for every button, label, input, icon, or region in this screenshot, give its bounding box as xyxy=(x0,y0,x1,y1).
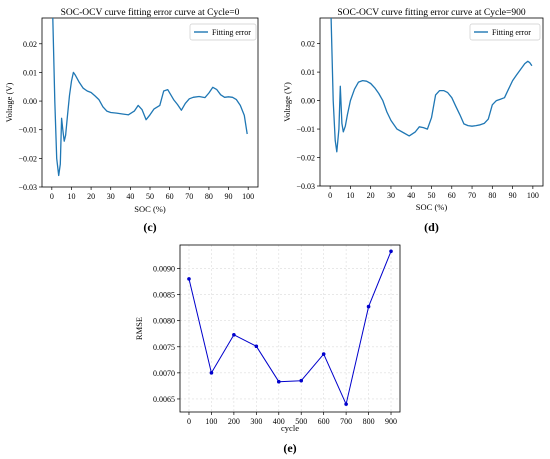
y-tick-label: −0.02 xyxy=(296,154,315,163)
x-tick-label: 700 xyxy=(340,417,352,426)
x-tick-label: 300 xyxy=(250,417,262,426)
y-tick-label: 0.0070 xyxy=(153,369,175,378)
y-tick-label: 0.0090 xyxy=(153,264,175,273)
x-tick-label: 20 xyxy=(367,191,375,200)
x-tick-label: 70 xyxy=(468,191,476,200)
x-tick-label: 90 xyxy=(509,191,517,200)
x-tick-label: 70 xyxy=(185,192,193,201)
y-tick-label: −0.01 xyxy=(18,126,37,135)
x-tick-label: 20 xyxy=(87,192,95,201)
data-point xyxy=(389,249,393,254)
panel-label: (e) xyxy=(283,441,296,455)
x-tick-label: 900 xyxy=(385,417,397,426)
data-point xyxy=(366,304,371,309)
data-point xyxy=(187,277,191,281)
legend-label: Fitting error xyxy=(212,28,251,37)
y-tick-label: 0.01 xyxy=(23,68,37,77)
data-point xyxy=(321,352,326,356)
x-tick-label: 0 xyxy=(187,417,191,426)
data-point xyxy=(276,379,281,384)
plot-frame xyxy=(179,244,401,413)
panel-e: 0 100 200 300 400 500 600 700 800 900 0.0065 0.0070… xyxy=(134,244,401,455)
x-axis-label: SOC (%) xyxy=(416,202,448,212)
x-tick-label: 50 xyxy=(146,192,154,201)
series-line xyxy=(330,18,533,153)
x-tick-label: 40 xyxy=(407,191,415,200)
y-tick-label: 0.00 xyxy=(23,97,37,106)
x-tick-label: 500 xyxy=(295,417,307,426)
x-tick-label: 0 xyxy=(328,191,332,200)
series-line xyxy=(188,251,392,405)
legend-box xyxy=(189,23,257,41)
x-axis-label: cycle xyxy=(281,423,299,433)
x-tick-label: 100 xyxy=(527,191,539,200)
y-tick-label: 0.00 xyxy=(301,97,315,106)
y-tick-label: −0.02 xyxy=(18,154,37,163)
x-tick-label: 50 xyxy=(428,191,436,200)
y-tick-label: 0.01 xyxy=(301,68,315,77)
x-tick-label: 0 xyxy=(50,192,54,201)
data-point xyxy=(232,332,236,337)
y-tick-label: 0.02 xyxy=(301,40,315,49)
x-tick-label: 30 xyxy=(107,192,115,201)
x-tick-label: 800 xyxy=(363,417,375,426)
y-tick-label: −0.03 xyxy=(18,183,37,192)
y-tick-label: 0.02 xyxy=(23,40,37,49)
y-axis-label: Voltage (V) xyxy=(4,82,14,122)
panel-d: 0 10 20 30 40 50 60 70 80 90 100 −0.03 −0.02 −0.01 0.0… xyxy=(282,7,544,234)
x-tick-label: 10 xyxy=(67,192,75,201)
panel-c: 0 10 20 30 40 50 60 70 80 90 100 −0.03 −0.02 −0.01 0.0… xyxy=(4,7,259,234)
panel-label: (c) xyxy=(143,220,156,234)
x-tick-label: 30 xyxy=(387,191,395,200)
x-tick-label: 600 xyxy=(318,417,330,426)
y-axis-label: RMSE xyxy=(134,317,144,340)
y-tick-label: 0.0075 xyxy=(153,343,175,352)
chart-title: SOC-OCV curve fitting error curve at Cyc… xyxy=(61,7,240,18)
x-tick-label: 10 xyxy=(346,191,354,200)
x-tick-label: 40 xyxy=(126,192,134,201)
x-tick-label: 100 xyxy=(242,192,254,201)
y-axis-label: Voltage (V) xyxy=(282,82,292,122)
data-point xyxy=(344,402,348,406)
y-tick-label: 0.0065 xyxy=(153,395,175,404)
x-tick-label: 60 xyxy=(166,192,174,201)
x-tick-label: 60 xyxy=(448,191,456,200)
data-point xyxy=(299,378,304,383)
x-tick-label: 400 xyxy=(273,417,285,426)
y-tick-label: 0.0080 xyxy=(153,317,175,326)
panel-label: (d) xyxy=(424,220,439,234)
series-line xyxy=(52,18,248,177)
legend-label: Fitting error xyxy=(492,28,531,37)
y-tick-label: 0.0085 xyxy=(153,291,175,300)
x-tick-label: 100 xyxy=(205,417,217,426)
y-tick-label: −0.01 xyxy=(296,125,315,134)
x-tick-label: 80 xyxy=(488,191,496,200)
data-point xyxy=(209,371,214,375)
y-tick-label: −0.03 xyxy=(296,182,315,191)
data-point xyxy=(254,344,259,349)
chart-title: SOC-OCV curve fitting error curve at Cyc… xyxy=(337,7,526,18)
x-axis-label: SOC (%) xyxy=(134,204,166,214)
x-tick-label: 90 xyxy=(225,192,233,201)
x-tick-label: 200 xyxy=(228,417,240,426)
legend-box xyxy=(469,23,541,41)
x-tick-label: 80 xyxy=(205,192,213,201)
